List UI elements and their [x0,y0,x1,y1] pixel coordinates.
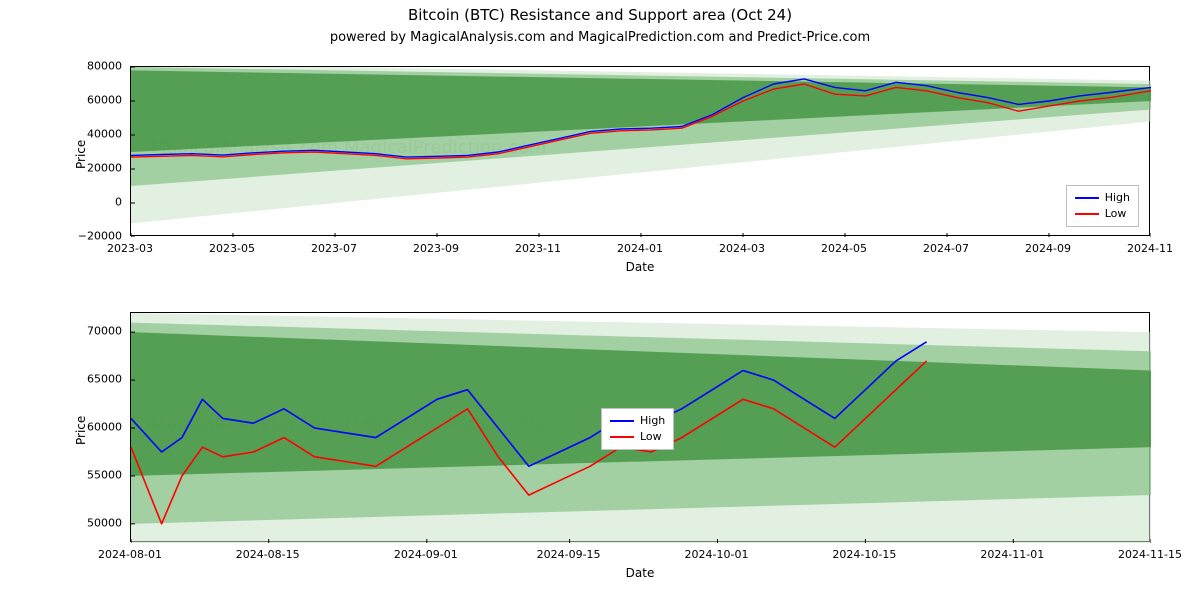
top-x-axis-label: Date [130,260,1150,274]
x-tick-label: 2024-05 [821,242,867,255]
legend-row: High [1075,190,1130,206]
y-tick-label: 20000 [62,162,122,175]
chart-subtitle: powered by MagicalAnalysis.com and Magic… [0,30,1200,45]
legend-label: Low [640,429,662,445]
y-tick-label: 65000 [62,373,122,386]
x-tick-label: 2023-11 [515,242,561,255]
legend-swatch [1075,197,1099,199]
y-tick-label: 70000 [62,325,122,338]
legend-label: High [1105,190,1130,206]
y-tick-label: 0 [62,196,122,209]
legend-swatch [610,436,634,438]
top-chart-svg [131,67,1151,237]
legend-row: Low [1075,206,1130,222]
x-tick-label: 2024-09 [1025,242,1071,255]
y-tick-label: 55000 [62,468,122,481]
top-chart: MagicalAnalysis.com MagicalPrediction.co… [130,66,1150,236]
x-tick-label: 2024-10-01 [685,548,749,561]
legend-swatch [1075,213,1099,215]
chart-title: Bitcoin (BTC) Resistance and Support are… [0,6,1200,24]
y-tick-label: 40000 [62,128,122,141]
legend-row: High [610,413,665,429]
figure: Bitcoin (BTC) Resistance and Support are… [0,0,1200,600]
legend-top: HighLow [1066,185,1139,227]
x-tick-label: 2023-07 [311,242,357,255]
y-tick-label: 50000 [62,516,122,529]
x-tick-label: 2024-03 [719,242,765,255]
x-tick-label: 2024-11-15 [1118,548,1182,561]
x-tick-label: 2024-08-15 [236,548,300,561]
x-tick-label: 2023-03 [107,242,153,255]
legend-swatch [610,420,634,422]
x-tick-label: 2023-05 [209,242,255,255]
x-tick-label: 2024-07 [923,242,969,255]
x-tick-label: 2024-01 [617,242,663,255]
bottom-x-axis-label: Date [130,566,1150,580]
x-tick-label: 2024-08-01 [98,548,162,561]
y-tick-label: 60000 [62,94,122,107]
x-tick-label: 2024-10-15 [832,548,896,561]
y-tick-label: −20000 [62,230,122,243]
bottom-chart: MagicalAnalysis.com MagicalPrediction.co… [130,312,1150,542]
y-tick-label: 80000 [62,60,122,73]
legend-bottom: HighLow [601,408,674,450]
y-tick-label: 60000 [62,421,122,434]
legend-row: Low [610,429,665,445]
legend-label: Low [1105,206,1127,222]
x-tick-label: 2024-09-15 [537,548,601,561]
x-tick-label: 2024-09-01 [394,548,458,561]
legend-label: High [640,413,665,429]
x-tick-label: 2024-11 [1127,242,1173,255]
x-tick-label: 2023-09 [413,242,459,255]
x-tick-label: 2024-11-01 [980,548,1044,561]
